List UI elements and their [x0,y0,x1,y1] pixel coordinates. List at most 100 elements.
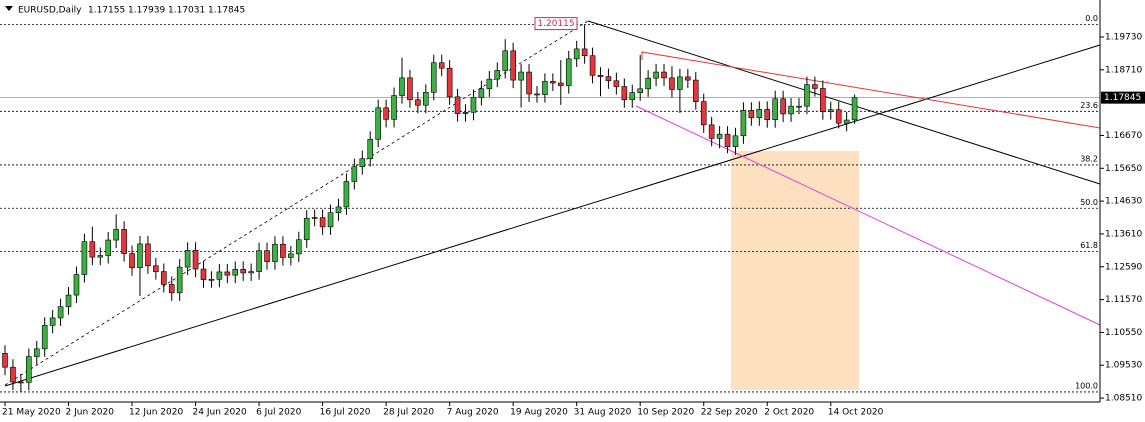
candle-body [105,239,112,256]
candle-body [804,84,810,107]
candle-body [97,255,104,258]
trend-line [641,51,1101,129]
header-close: 1.17845 [208,6,245,16]
header-high: 1.17939 [128,6,165,16]
candle-body [708,124,715,139]
candle-body [264,250,270,262]
y-tick-label: 1.13610 [1105,229,1142,239]
candle-body [661,71,667,79]
candle-body [375,107,381,140]
candle-body [589,55,596,76]
candle-body [137,243,143,269]
candle-body [486,78,493,90]
candle-body [10,366,16,383]
x-tick-label: 16 Jul 2020 [320,408,371,418]
candle-body [700,101,707,126]
fib-level-label: 23.6 [1080,101,1098,110]
fib-high-label: 1.20115 [537,19,574,29]
candle-body [57,306,64,319]
candle-body [256,250,262,272]
last-price-label: 1.17845 [1104,93,1141,103]
y-tick-label: 1.09530 [1105,361,1142,371]
candle-body [168,284,175,294]
candle-body [573,48,580,60]
candle-body [129,253,135,269]
candle-body [605,76,612,82]
candle-body [534,93,540,96]
candle-body [764,109,771,120]
candle-body [248,271,254,274]
candle-body [637,88,644,93]
highlight-zone [731,151,859,390]
candle-body [685,76,691,81]
candle-body [716,133,723,139]
candle-body [518,71,524,81]
candle-body [49,317,56,326]
candle-body [224,271,231,276]
y-tick-label: 1.16670 [1105,131,1142,141]
candle-body [383,107,389,120]
candle-body [462,111,469,114]
candle-body [113,229,119,241]
candle-body [557,82,564,86]
candle-body [526,71,532,95]
x-tick-label: 24 Jun 2020 [193,408,247,418]
candle-body [121,229,127,254]
candle-body [367,139,374,159]
candle-body [200,268,207,280]
candle-body [653,71,659,79]
candle-body [65,294,72,307]
candle-body [470,97,477,113]
candle-body [827,109,834,112]
candle-body [796,105,802,108]
candle-body [184,250,191,268]
candle-body [303,217,310,241]
y-tick-label: 1.08510 [1105,394,1142,404]
x-tick-label: 6 Jul 2020 [256,408,301,418]
candle-body [73,274,80,296]
candle-body [81,241,88,275]
candle-body [89,241,96,258]
candle-body [2,353,8,368]
candle-body [272,243,278,262]
menu-icon[interactable] [5,6,13,11]
candle-body [33,348,40,357]
candle-body [692,79,699,102]
candle-body [240,269,246,274]
x-tick-label: 2 Jun 2020 [66,408,115,418]
header-open: 1.17155 [88,6,125,16]
candle-body [851,97,858,121]
candle-body [748,110,755,119]
x-tick-label: 19 Aug 2020 [510,408,568,418]
candle-body [494,70,501,80]
candle-body [820,88,826,112]
candle-body [446,67,453,98]
chart-title: EURUSD,Daily [18,6,82,16]
trend-line [635,105,1101,326]
candle-body [780,98,786,115]
candle-body [26,356,32,383]
candle-body [550,81,556,84]
candle-body [359,158,366,167]
candle-body [319,217,326,228]
candle-body [629,92,636,101]
candle-body [161,271,167,285]
candle-body [438,62,445,69]
candle-body [407,77,413,101]
candle-body [176,266,183,294]
grid-layer [0,24,1100,393]
candle-body [677,76,683,90]
trend-line [587,20,1101,185]
candle-body [732,135,739,148]
x-tick-label: 21 May 2020 [2,408,61,418]
fib-level-label: 0.0 [1085,14,1098,23]
candle-body [232,269,239,276]
candle-body [153,265,159,272]
x-tick-label: 2 Oct 2020 [764,408,814,418]
candle-body [280,243,286,258]
candle-body [788,105,794,115]
candle-body [502,50,509,71]
candle-body [843,119,850,124]
